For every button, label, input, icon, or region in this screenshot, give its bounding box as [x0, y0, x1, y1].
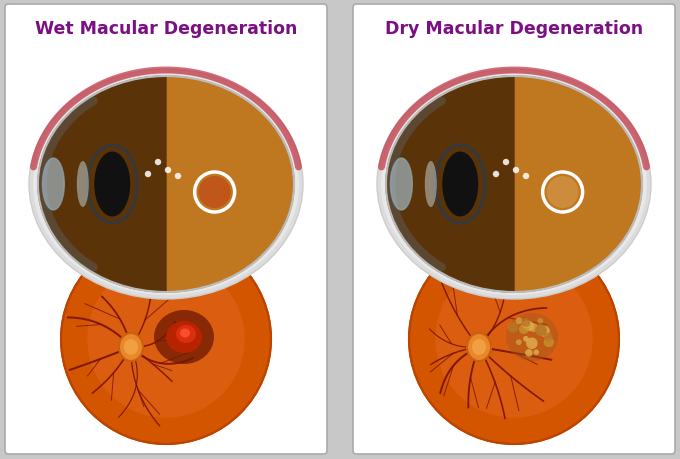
Polygon shape — [166, 77, 294, 292]
Ellipse shape — [166, 321, 202, 353]
Circle shape — [524, 321, 534, 331]
Ellipse shape — [29, 70, 303, 299]
Circle shape — [87, 261, 245, 418]
Circle shape — [534, 350, 539, 355]
Ellipse shape — [467, 333, 491, 361]
Circle shape — [544, 333, 552, 341]
Ellipse shape — [381, 74, 647, 295]
Circle shape — [526, 338, 538, 349]
Circle shape — [519, 325, 529, 334]
Ellipse shape — [377, 70, 651, 299]
Text: Dry Macular Degeneration: Dry Macular Degeneration — [385, 20, 643, 38]
Ellipse shape — [42, 159, 65, 211]
Circle shape — [409, 235, 619, 444]
Text: Wet Macular Degeneration: Wet Macular Degeneration — [35, 20, 297, 38]
Circle shape — [522, 319, 530, 327]
Circle shape — [543, 337, 554, 347]
Circle shape — [199, 177, 231, 208]
Circle shape — [529, 324, 538, 332]
Circle shape — [523, 336, 529, 342]
Circle shape — [516, 340, 522, 345]
Ellipse shape — [124, 339, 138, 355]
Circle shape — [155, 159, 161, 166]
Circle shape — [515, 318, 522, 325]
Ellipse shape — [77, 162, 89, 207]
Circle shape — [503, 159, 509, 166]
Ellipse shape — [390, 159, 412, 211]
Polygon shape — [38, 77, 166, 292]
Ellipse shape — [176, 325, 196, 343]
Circle shape — [165, 168, 171, 174]
Polygon shape — [514, 77, 642, 292]
Ellipse shape — [425, 162, 437, 207]
Circle shape — [435, 261, 593, 418]
Circle shape — [525, 349, 532, 357]
Circle shape — [539, 326, 550, 337]
Ellipse shape — [154, 310, 214, 364]
Ellipse shape — [180, 329, 190, 338]
Circle shape — [535, 325, 546, 336]
Circle shape — [537, 318, 543, 324]
Ellipse shape — [95, 152, 131, 217]
Circle shape — [523, 174, 529, 180]
Circle shape — [547, 177, 579, 208]
Ellipse shape — [33, 74, 299, 295]
Circle shape — [175, 174, 181, 180]
Circle shape — [61, 235, 271, 444]
Circle shape — [507, 322, 518, 333]
Ellipse shape — [472, 339, 486, 355]
FancyBboxPatch shape — [5, 5, 327, 454]
Ellipse shape — [442, 152, 478, 217]
FancyBboxPatch shape — [353, 5, 675, 454]
Circle shape — [513, 168, 520, 174]
Circle shape — [522, 320, 531, 329]
Circle shape — [536, 325, 547, 336]
Circle shape — [493, 171, 499, 178]
Ellipse shape — [506, 313, 558, 361]
Ellipse shape — [119, 333, 143, 361]
Polygon shape — [386, 77, 514, 292]
Circle shape — [145, 171, 151, 178]
